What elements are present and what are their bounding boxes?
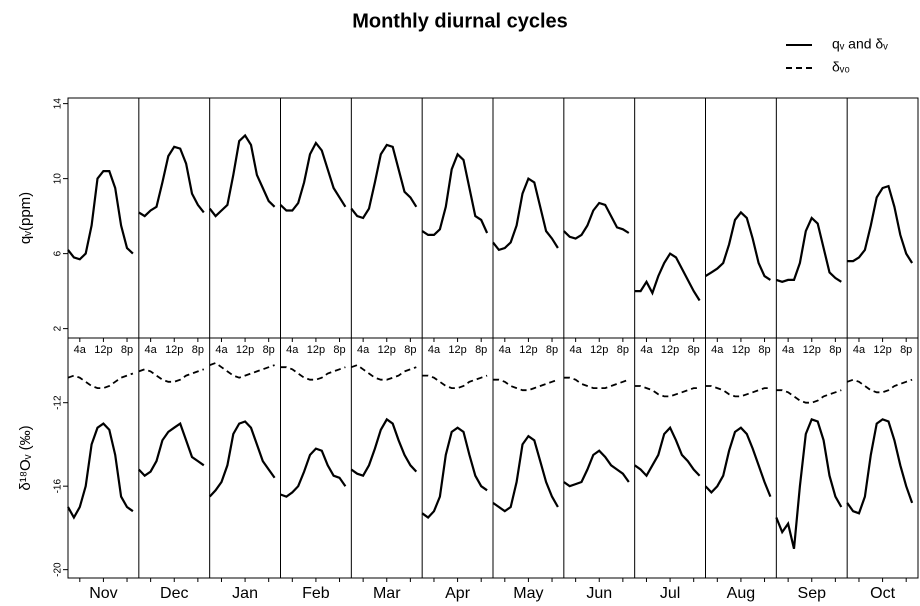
d18o-v0-line [350, 364, 417, 381]
month-label: Nov [89, 585, 117, 602]
d18o-line [208, 420, 276, 498]
d18o-line [421, 426, 488, 519]
d18o-line [775, 418, 843, 550]
month-label: Jan [232, 585, 258, 602]
x-tick-label: 4a [711, 344, 724, 356]
d18o-line [563, 449, 630, 488]
x-tick-label: 12p [732, 344, 750, 356]
x-tick-label: 4a [357, 344, 370, 356]
x-tick-label: 8p [900, 344, 912, 356]
legend-label: δᵥ₀ [832, 59, 850, 75]
d18o-line [846, 418, 914, 515]
month-label: Mar [373, 585, 401, 602]
d18o-v0-line [422, 374, 488, 390]
qv-line [138, 145, 205, 218]
x-tick-label: 4a [428, 344, 441, 356]
d18o-line [138, 421, 205, 478]
x-tick-label: 4a [215, 344, 228, 356]
d18o-line [67, 422, 134, 520]
month-label: Apr [445, 585, 471, 602]
y-tick-label: -16 [53, 479, 64, 494]
x-tick-label: 12p [590, 344, 608, 356]
d18o-v0-line [705, 385, 771, 398]
x-tick-label: 8p [475, 344, 487, 356]
x-tick-label: 4a [74, 344, 87, 356]
x-tick-label: 12p [873, 344, 891, 356]
y-axis-label: qᵥ(ppm) [17, 192, 34, 244]
x-tick-label: 12p [378, 344, 396, 356]
month-label: Feb [302, 585, 330, 602]
d18o-v0-line [209, 361, 275, 379]
x-tick-label: 4a [853, 344, 866, 356]
d18o-v0-line [634, 385, 700, 398]
y-tick-label: -12 [53, 395, 64, 410]
d18o-v0-line [563, 376, 630, 390]
d18o-v0-line [776, 389, 842, 404]
qv-line [634, 252, 701, 302]
month-label: Oct [870, 585, 895, 602]
chart-title: Monthly diurnal cycles [352, 10, 568, 32]
qv-line [279, 140, 347, 212]
x-tick-label: 4a [640, 344, 653, 356]
x-tick-label: 4a [782, 344, 795, 356]
x-tick-label: 4a [499, 344, 512, 356]
month-label: Aug [727, 585, 755, 602]
qv-line [421, 152, 489, 236]
x-tick-label: 8p [121, 344, 133, 356]
x-tick-label: 8p [758, 344, 770, 356]
d18o-v0-line [846, 378, 913, 394]
month-label: Dec [160, 585, 188, 602]
qv-line [492, 176, 559, 252]
qv-line [563, 201, 630, 240]
d18o-v0-line [67, 372, 134, 390]
qv-line [775, 216, 842, 283]
x-tick-label: 4a [570, 344, 583, 356]
qv-line [67, 170, 134, 261]
qv-line [847, 184, 914, 264]
month-label: May [513, 585, 543, 602]
d18o-line [350, 417, 418, 478]
x-tick-label: 8p [546, 344, 558, 356]
x-tick-label: 8p [617, 344, 629, 356]
d18o-v0-line [493, 378, 559, 392]
x-tick-label: 12p [165, 344, 183, 356]
x-tick-label: 12p [236, 344, 254, 356]
x-tick-label: 12p [519, 344, 537, 356]
y-axis-label: δ¹⁸Oᵥ (‰) [17, 425, 34, 490]
x-tick-label: 4a [286, 344, 299, 356]
x-tick-label: 8p [688, 344, 700, 356]
x-tick-label: 12p [803, 344, 821, 356]
qv-line [704, 210, 771, 281]
x-tick-label: 4a [145, 344, 158, 356]
y-tick-label: 10 [53, 173, 64, 185]
d18o-line [492, 434, 559, 513]
x-tick-label: 8p [333, 344, 345, 356]
month-label: Jul [660, 585, 680, 602]
month-label: Sep [798, 585, 827, 602]
y-tick-label: 2 [53, 325, 64, 331]
x-tick-label: 8p [404, 344, 416, 356]
x-tick-label: 8p [263, 344, 275, 356]
d18o-v0-line [138, 368, 205, 383]
x-tick-label: 12p [661, 344, 679, 356]
x-tick-label: 8p [192, 344, 204, 356]
month-label: Jun [586, 585, 612, 602]
d18o-line [280, 447, 347, 498]
qv-line [208, 133, 276, 218]
x-tick-label: 12p [448, 344, 466, 356]
y-tick-label: -20 [53, 562, 64, 577]
legend-label: qᵥ and δᵥ [832, 36, 888, 52]
x-tick-label: 8p [829, 344, 841, 356]
y-tick-label: 6 [53, 250, 64, 256]
d18o-v0-line [280, 366, 346, 381]
x-tick-label: 12p [94, 344, 112, 356]
qv-line [350, 143, 418, 220]
y-tick-label: 14 [53, 98, 64, 110]
d18o-line [634, 425, 701, 478]
x-tick-label: 12p [307, 344, 325, 356]
d18o-line [704, 426, 772, 498]
